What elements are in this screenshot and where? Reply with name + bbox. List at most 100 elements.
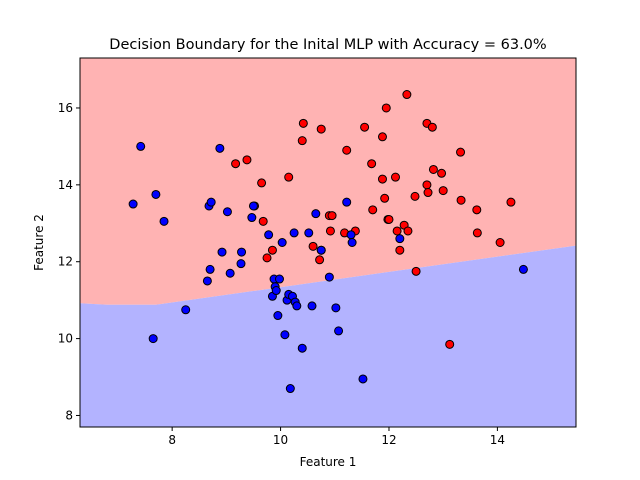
point-red (297, 136, 307, 146)
point-red (428, 164, 438, 174)
point-red (242, 155, 252, 165)
point-blue (331, 303, 341, 313)
x-axis-label: Feature 1 (300, 455, 357, 469)
point-red (380, 193, 390, 203)
point-red (456, 195, 466, 205)
point-red (403, 226, 413, 236)
point-red (472, 205, 482, 215)
point-blue (346, 230, 356, 240)
point-blue (181, 305, 191, 315)
point-blue (217, 247, 227, 257)
point-red (284, 172, 294, 182)
point-blue (136, 141, 146, 151)
point-blue (289, 228, 299, 238)
point-red (384, 214, 394, 224)
point-red (367, 159, 377, 169)
point-blue (215, 143, 225, 153)
point-red (308, 241, 318, 251)
point-blue (151, 189, 161, 199)
point-red (258, 216, 268, 226)
point-blue (395, 234, 405, 244)
point-red (438, 186, 448, 196)
point-blue (324, 272, 334, 282)
y-tick-label: 8 (65, 408, 73, 422)
point-blue (264, 230, 274, 240)
point-blue (248, 201, 258, 211)
point-blue (304, 228, 314, 238)
point-red (360, 122, 370, 132)
point-blue (159, 216, 169, 226)
point-blue (307, 301, 317, 311)
point-red (257, 178, 267, 188)
point-blue (148, 334, 158, 344)
point-blue (292, 301, 302, 311)
x-tick-label: 14 (490, 433, 505, 447)
point-blue (297, 343, 307, 353)
point-red (267, 245, 277, 255)
point-blue (347, 238, 357, 247)
point-red (506, 197, 516, 207)
point-blue (236, 259, 246, 269)
point-blue (274, 274, 284, 284)
point-red (316, 124, 326, 134)
point-red (410, 191, 420, 201)
point-red (392, 226, 402, 236)
chart-title: Decision Boundary for the Inital MLP wit… (109, 37, 546, 53)
point-blue (237, 247, 247, 257)
point-red (437, 168, 447, 178)
point-blue (342, 197, 352, 207)
point-red (342, 145, 352, 155)
point-red (368, 205, 378, 215)
point-red (427, 122, 437, 132)
point-blue (311, 209, 321, 219)
plot-frame (79, 57, 577, 428)
point-red (395, 245, 405, 255)
point-blue (285, 384, 295, 394)
point-blue (280, 330, 290, 340)
point-red (377, 132, 387, 142)
point-blue (358, 374, 368, 384)
y-tick-label: 12 (58, 255, 73, 269)
x-axis: 8 10 12 14 (168, 427, 505, 447)
point-red (422, 180, 432, 190)
point-red (423, 188, 433, 198)
point-red (445, 339, 455, 349)
point-red (377, 174, 387, 184)
region-red (80, 58, 576, 305)
point-red (262, 253, 272, 263)
point-blue (334, 326, 344, 336)
point-red (456, 147, 466, 157)
point-red (495, 238, 505, 247)
x-tick-label: 12 (381, 433, 396, 447)
y-axis: 8 10 12 14 16 (58, 101, 80, 422)
x-tick-label: 8 (168, 433, 176, 447)
point-red (390, 172, 400, 182)
point-blue (205, 264, 215, 274)
y-axis-label: Feature 2 (32, 214, 46, 271)
point-blue (247, 213, 257, 223)
region-blue (80, 245, 576, 427)
point-blue (225, 268, 235, 278)
point-blue (202, 276, 212, 286)
point-blue (518, 264, 528, 274)
point-blue (206, 197, 216, 207)
point-blue (316, 245, 326, 255)
point-red (298, 118, 308, 128)
y-tick-label: 14 (58, 178, 73, 192)
point-blue (128, 199, 138, 209)
y-tick-label: 16 (58, 101, 73, 115)
decision-regions (80, 58, 576, 427)
point-blue (222, 207, 232, 217)
point-blue (273, 311, 283, 321)
point-red (411, 266, 421, 276)
point-red (472, 228, 482, 238)
x-tick-label: 10 (273, 433, 288, 447)
point-red (231, 159, 241, 169)
point-red (325, 226, 335, 236)
y-tick-label: 10 (58, 332, 73, 346)
point-red (315, 255, 325, 265)
point-blue (271, 286, 281, 296)
point-red (381, 103, 391, 113)
data-points (128, 90, 528, 394)
